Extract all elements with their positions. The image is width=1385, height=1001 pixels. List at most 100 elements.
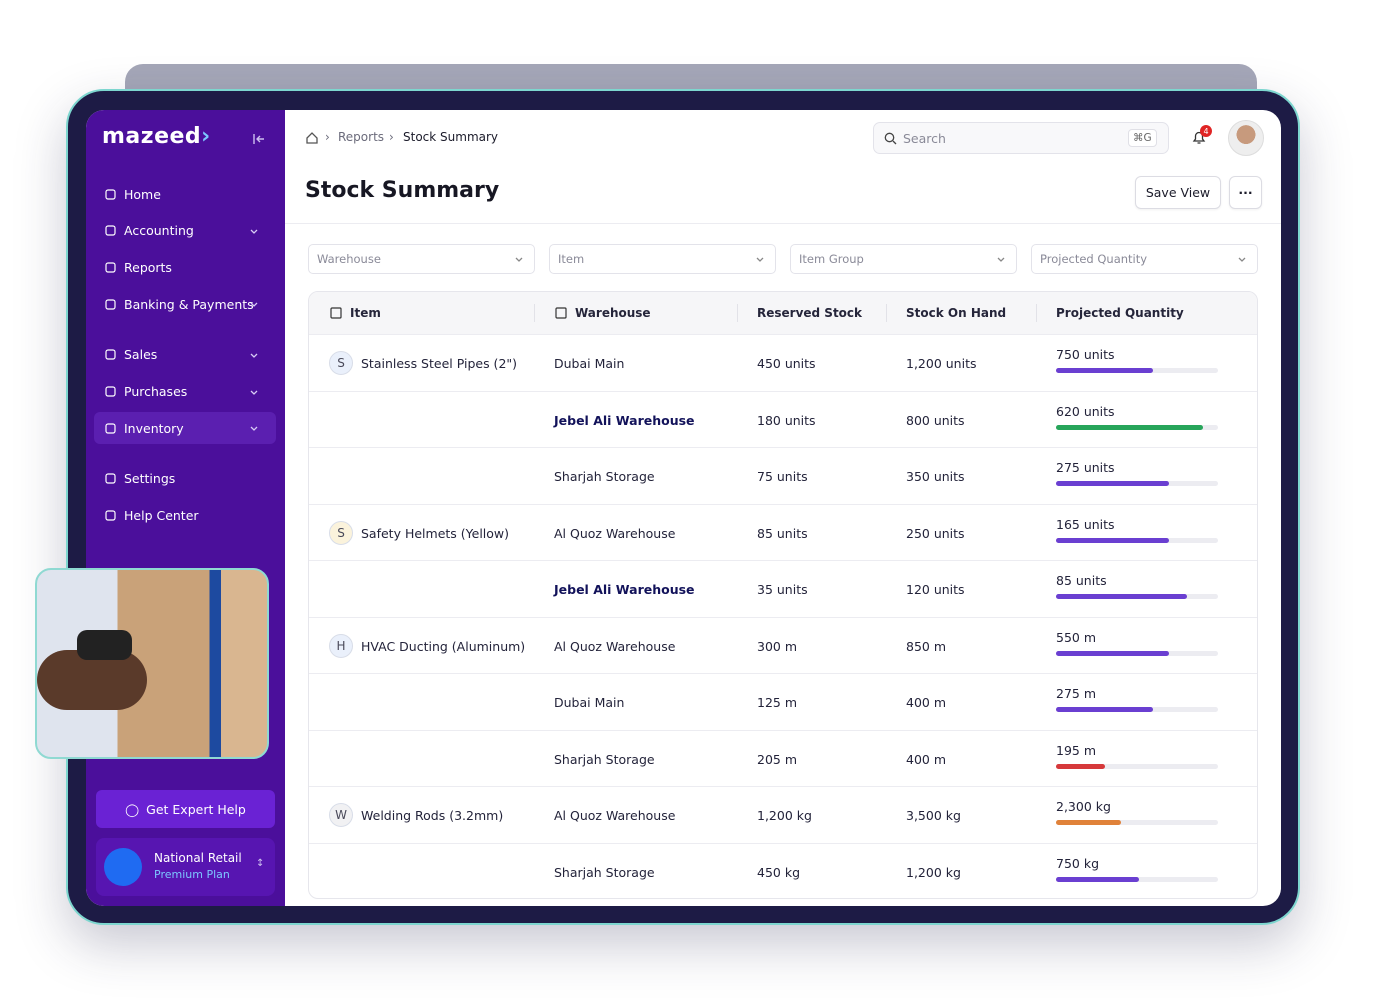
account-switcher[interactable]: National Retail Premium Plan ↕ bbox=[96, 838, 275, 896]
user-avatar[interactable] bbox=[1228, 120, 1264, 156]
bell-icon[interactable] bbox=[1191, 130, 1207, 146]
nav-item[interactable]: Accounting bbox=[94, 215, 276, 247]
column-header: Stock On Hand bbox=[906, 306, 1006, 320]
help-label: Get Expert Help bbox=[146, 801, 246, 817]
warehouse: Al Quoz Warehouse bbox=[554, 808, 676, 823]
filter-label: Projected Quantity bbox=[1040, 252, 1148, 266]
progress-track bbox=[1056, 650, 1218, 656]
nav-icon bbox=[105, 473, 116, 484]
filter-chevron bbox=[997, 257, 1005, 262]
nav-icon bbox=[105, 262, 116, 273]
search-box[interactable]: Search ⌘G bbox=[873, 122, 1169, 154]
warehouse: Jebel Ali Warehouse bbox=[554, 412, 695, 428]
projected-quantity: 620 units bbox=[1056, 403, 1115, 419]
filter-chevron bbox=[515, 257, 523, 262]
photo-scanner bbox=[77, 630, 132, 660]
filter-dropdown[interactable]: Projected Quantity bbox=[1031, 244, 1258, 274]
home-icon[interactable] bbox=[305, 131, 319, 145]
projected-quantity: 195 m bbox=[1056, 742, 1097, 758]
photo-hand bbox=[37, 650, 147, 710]
breadcrumb[interactable]: Reports bbox=[338, 130, 385, 144]
item-initial: W bbox=[329, 803, 353, 827]
nav-item[interactable]: Settings bbox=[94, 463, 276, 495]
progress-fill bbox=[1056, 820, 1121, 825]
nav-item[interactable]: Sales bbox=[94, 339, 276, 371]
progress-track bbox=[1056, 707, 1218, 712]
item-initial: H bbox=[329, 633, 353, 658]
main-panel: › Reports › Stock Summary Search ⌘G 4 St… bbox=[285, 110, 1281, 906]
nav-chevron bbox=[250, 229, 258, 234]
progress-fill bbox=[1056, 537, 1170, 543]
column-header: Item bbox=[329, 306, 381, 320]
progress-track bbox=[1056, 424, 1218, 430]
more-button[interactable]: ··· bbox=[1229, 176, 1262, 209]
nav-icon bbox=[105, 188, 116, 200]
table-row: Jebel Ali Warehouse 35 units 120 units 85 u… bbox=[309, 560, 1257, 617]
column-header: Warehouse bbox=[554, 306, 651, 320]
progress-track bbox=[1056, 876, 1218, 882]
item-name: Stainless Steel Pipes (2") bbox=[361, 356, 518, 371]
nav-label: Banking & Payments bbox=[124, 296, 254, 312]
search-shortcut: ⌘G bbox=[1128, 129, 1157, 147]
search-placeholder: Search bbox=[903, 131, 946, 146]
warehouse: Dubai Main bbox=[554, 695, 625, 710]
nav-icon bbox=[105, 349, 116, 360]
column-divider bbox=[1036, 304, 1037, 322]
progress-fill bbox=[1056, 424, 1204, 430]
expert-help-button[interactable]: ◯ Get Expert Help bbox=[96, 790, 275, 828]
nav-item[interactable]: Home bbox=[94, 178, 276, 210]
stock-on-hand: 250 units bbox=[906, 525, 965, 541]
collapse-icon[interactable] bbox=[252, 132, 266, 146]
table-row: Sharjah Storage 450 kg 1,200 kg 750 kg bbox=[309, 842, 1257, 899]
filter-dropdown[interactable]: Warehouse bbox=[308, 244, 535, 274]
nav-item[interactable]: Help Center bbox=[94, 500, 276, 532]
logo-text: mazeed bbox=[102, 124, 202, 149]
stock-on-hand: 850 m bbox=[906, 638, 947, 654]
progress-track bbox=[1056, 763, 1218, 769]
projected-quantity: 750 kg bbox=[1056, 855, 1100, 871]
warehouse: Al Quoz Warehouse bbox=[554, 638, 676, 654]
save-view-button[interactable]: Save View bbox=[1135, 176, 1221, 209]
filter-dropdown[interactable]: Item Group bbox=[790, 244, 1017, 274]
item-name: HVAC Ducting (Aluminum) bbox=[361, 638, 526, 654]
logo-mark: › bbox=[201, 124, 211, 149]
projected-quantity: 2,300 kg bbox=[1056, 799, 1111, 814]
nav-item[interactable]: Purchases bbox=[94, 376, 276, 408]
help-icon: ◯ bbox=[125, 801, 140, 817]
nav-chevron bbox=[250, 426, 258, 432]
crumb-sep: › bbox=[389, 130, 394, 144]
column-label: Reserved Stock bbox=[757, 306, 863, 320]
progress-track bbox=[1056, 820, 1218, 825]
nav-item[interactable]: Banking & Payments bbox=[94, 288, 276, 320]
table-row: H HVAC Ducting (Aluminum) Al Quoz Warehous… bbox=[309, 616, 1257, 674]
column-label: Projected Quantity bbox=[1056, 306, 1184, 320]
progress-fill bbox=[1056, 368, 1154, 373]
column-icon bbox=[555, 307, 567, 319]
table-row: Sharjah Storage 205 m 400 m 195 m bbox=[309, 729, 1257, 787]
item-name: Safety Helmets (Yellow) bbox=[361, 525, 510, 541]
nav-label: Inventory bbox=[124, 420, 184, 436]
nav-chevron bbox=[250, 302, 258, 308]
warehouse-photo bbox=[35, 568, 269, 759]
reserved-stock: 75 units bbox=[757, 469, 808, 484]
filter-chevron bbox=[756, 257, 764, 262]
crumb-sep: › bbox=[325, 130, 330, 144]
column-label: Stock On Hand bbox=[906, 306, 1007, 320]
nav-item[interactable]: Reports bbox=[94, 251, 276, 283]
warehouse: Sharjah Storage bbox=[554, 751, 655, 767]
nav-item[interactable]: Inventory bbox=[94, 412, 276, 445]
progress-fill bbox=[1056, 481, 1170, 486]
nav-label: Settings bbox=[124, 471, 176, 487]
warehouse: Dubai Main bbox=[554, 356, 625, 371]
progress-track bbox=[1056, 481, 1218, 486]
progress-fill bbox=[1056, 763, 1105, 769]
reserved-stock: 180 units bbox=[757, 412, 816, 428]
logo[interactable]: mazeed› bbox=[102, 124, 211, 149]
filter-dropdown[interactable]: Item bbox=[549, 244, 776, 274]
warehouse: Al Quoz Warehouse bbox=[554, 525, 676, 541]
progress-track bbox=[1056, 368, 1218, 373]
filter-label: Item bbox=[558, 252, 585, 266]
column-icon bbox=[330, 307, 342, 319]
stock-table: Item Warehouse Reserved Stock Stock On Hand… bbox=[308, 291, 1258, 899]
